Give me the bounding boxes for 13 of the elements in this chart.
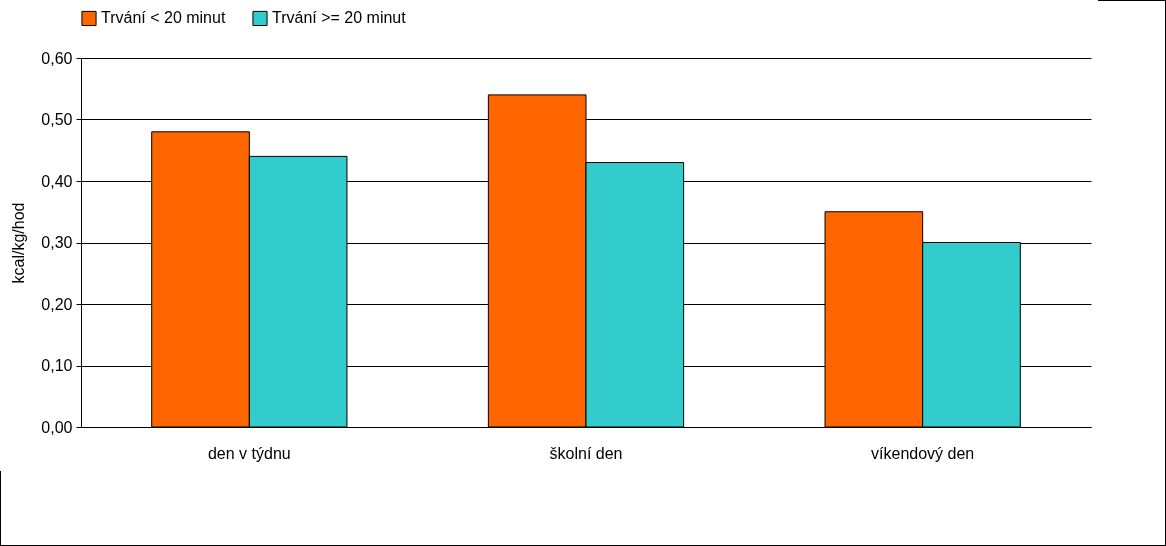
- x-tick-label: víkendový den: [871, 444, 975, 462]
- legend-label: Trvání < 20 minut: [101, 9, 226, 27]
- y-tick-label: 0,60: [41, 49, 73, 67]
- legend-label: Trvání >= 20 minut: [272, 9, 407, 27]
- y-tick-label: 0,30: [41, 234, 73, 251]
- y-tick-label: 0,10: [41, 357, 73, 374]
- y-tick-label: 0,50: [41, 111, 73, 128]
- y-tick-label: 0,20: [41, 295, 73, 313]
- y-tick-label: 0,40: [41, 172, 73, 190]
- x-tick-label: školní den: [549, 444, 623, 462]
- x-tick-label: den v týdnu: [207, 444, 291, 462]
- y-axis-title: kcal/kg/hod: [10, 202, 28, 284]
- y-tick-label: 0,00: [41, 418, 73, 436]
